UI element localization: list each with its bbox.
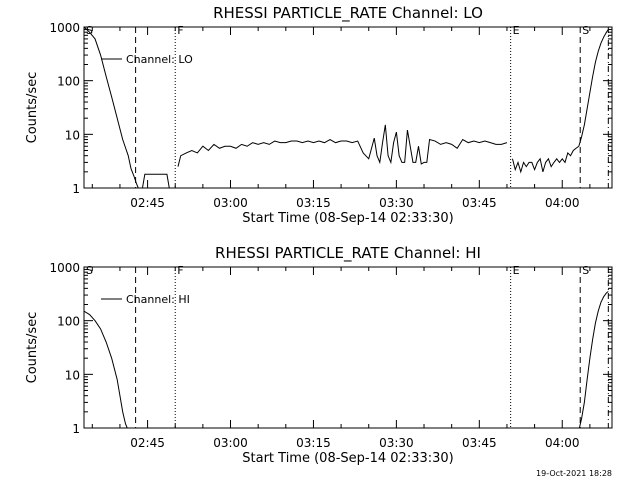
x-tick-label-03-30: 03:30	[379, 436, 414, 450]
y-tick-label-1000: 1000	[49, 21, 80, 35]
x-tick-label-03-30: 03:30	[379, 196, 414, 210]
plot-frame	[83, 26, 613, 189]
chart-title: RHESSI PARTICLE_RATE Channel: HI	[215, 244, 481, 263]
y-tick-label-1: 1	[72, 182, 80, 196]
x-tick-label-03-00: 03:00	[213, 196, 248, 210]
x-tick-label-03-15: 03:15	[296, 196, 331, 210]
marker-label-e: E	[513, 24, 520, 37]
y-tick-label-100: 100	[57, 315, 80, 329]
data-series-segment-3	[511, 29, 609, 174]
marker-label-f: F	[177, 264, 183, 277]
marker-label-s: S	[582, 264, 589, 277]
x-tick-label-03-00: 03:00	[213, 436, 248, 450]
data-series-segment-2	[578, 291, 609, 428]
chart-title: RHESSI PARTICLE_RATE Channel: LO	[213, 4, 483, 23]
plot-frame	[83, 266, 613, 429]
x-tick-label-02-45: 02:45	[130, 196, 165, 210]
marker-label-s: S	[582, 24, 589, 37]
y-tick-label-10: 10	[65, 368, 80, 382]
y-axis-label: Counts/sec	[25, 312, 40, 384]
x-axis-label: Start Time (08-Sep-14 02:33:30)	[242, 211, 453, 226]
marker-label-s: S	[86, 24, 93, 37]
x-tick-label-04-00: 04:00	[545, 196, 580, 210]
x-tick-label-02-45: 02:45	[130, 436, 165, 450]
data-series-segment-1	[84, 310, 128, 428]
y-tick-label-10: 10	[65, 128, 80, 142]
y-tick-label-1: 1	[72, 422, 80, 436]
y-tick-label-100: 100	[57, 75, 80, 89]
marker-label-f: F	[177, 24, 183, 37]
marker-label-e: E	[513, 264, 520, 277]
marker-label-s: S	[86, 264, 93, 277]
x-tick-label-03-45: 03:45	[462, 196, 497, 210]
legend-label: Channel: LO	[126, 53, 193, 66]
x-tick-label-03-15: 03:15	[296, 436, 331, 450]
chart-panel-1: RHESSI PARTICLE_RATE Channel: LO 1 10 100 10…	[25, 4, 613, 226]
chart-panel-2: RHESSI PARTICLE_RATE Channel: HI 1 10 100 10…	[25, 244, 613, 466]
data-series-segment-2	[177, 124, 508, 167]
data-series-segment-1	[84, 27, 170, 188]
x-axis-label: Start Time (08-Sep-14 02:33:30)	[242, 451, 453, 466]
y-tick-label-1000: 1000	[49, 261, 80, 275]
generation-timestamp: 19-Oct-2021 18:28	[536, 469, 612, 478]
x-tick-label-03-45: 03:45	[462, 436, 497, 450]
y-axis-label: Counts/sec	[25, 72, 40, 144]
legend-label: Channel: HI	[126, 293, 190, 306]
x-tick-label-04-00: 04:00	[545, 436, 580, 450]
